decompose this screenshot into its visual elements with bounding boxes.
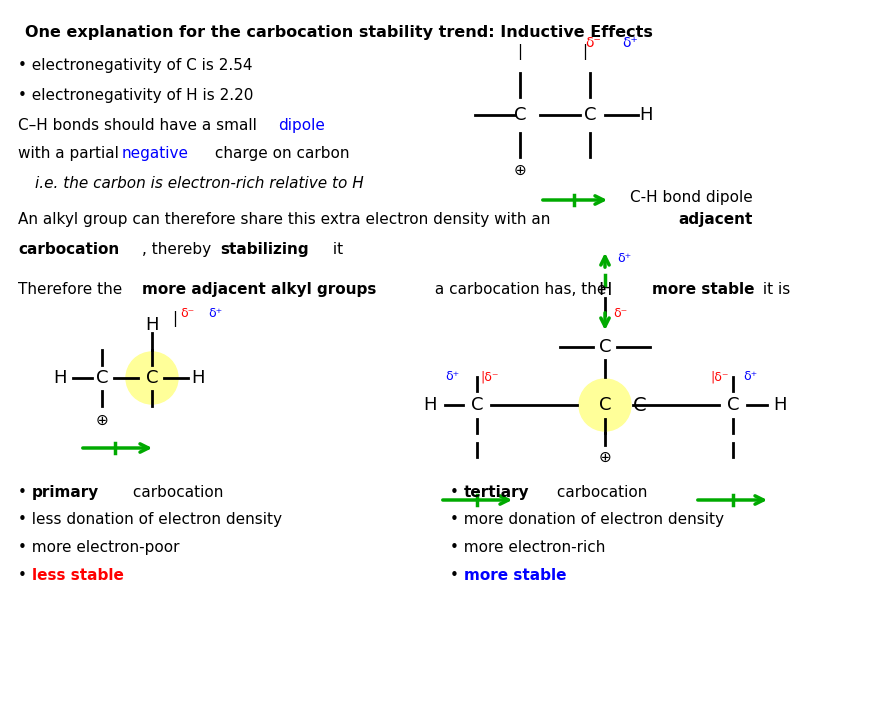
Text: |: | <box>172 311 178 327</box>
Text: δ⁺: δ⁺ <box>622 36 637 50</box>
Text: δ⁺: δ⁺ <box>743 370 758 383</box>
Text: stabilizing: stabilizing <box>220 242 309 257</box>
Text: Therefore the: Therefore the <box>18 282 127 297</box>
Ellipse shape <box>126 352 178 404</box>
Text: H: H <box>774 396 787 414</box>
Text: • electronegativity of H is 2.20: • electronegativity of H is 2.20 <box>18 88 254 103</box>
Text: a carbocation has, the: a carbocation has, the <box>430 282 611 297</box>
Text: C: C <box>598 338 611 356</box>
Text: it is: it is <box>758 282 790 297</box>
Text: •: • <box>450 568 464 583</box>
Text: C: C <box>146 369 158 387</box>
Text: primary: primary <box>32 485 99 500</box>
Text: ⊕: ⊕ <box>95 413 109 428</box>
Text: One explanation for the carbocation stability trend: Inductive Effects: One explanation for the carbocation stab… <box>25 25 653 40</box>
Text: δ⁺: δ⁺ <box>208 307 222 320</box>
Ellipse shape <box>579 379 631 431</box>
Text: • more electron-poor: • more electron-poor <box>18 540 179 555</box>
Text: more stable: more stable <box>652 282 755 297</box>
Text: δ⁻: δ⁻ <box>180 307 194 320</box>
Text: dipole: dipole <box>278 118 325 133</box>
Text: C: C <box>514 106 526 124</box>
Text: carbocation: carbocation <box>128 485 224 500</box>
Text: i.e. the carbon is electron-rich relative to H: i.e. the carbon is electron-rich relativ… <box>35 176 363 191</box>
Text: with a partial: with a partial <box>18 146 124 161</box>
Text: |: | <box>517 44 522 60</box>
Text: δ⁺: δ⁺ <box>617 252 631 265</box>
Text: δ⁺: δ⁺ <box>445 370 460 383</box>
Text: ⊕: ⊕ <box>514 163 526 178</box>
Text: C-H bond dipole: C-H bond dipole <box>630 189 753 204</box>
Text: H: H <box>639 106 652 124</box>
Text: • more donation of electron density: • more donation of electron density <box>450 512 724 527</box>
Text: |: | <box>583 44 588 60</box>
Text: H: H <box>145 316 159 334</box>
Text: • electronegativity of C is 2.54: • electronegativity of C is 2.54 <box>18 58 253 73</box>
Text: adjacent: adjacent <box>678 212 752 227</box>
Text: |δ⁻: |δ⁻ <box>480 370 499 383</box>
Text: δ⁻: δ⁻ <box>585 36 601 50</box>
Text: carbocation: carbocation <box>18 242 119 257</box>
Text: H: H <box>598 281 612 299</box>
Text: • less donation of electron density: • less donation of electron density <box>18 512 282 527</box>
Text: more stable: more stable <box>464 568 567 583</box>
Text: •: • <box>450 485 464 500</box>
Text: •: • <box>18 568 32 583</box>
Text: C: C <box>727 396 739 414</box>
Text: , thereby: , thereby <box>142 242 216 257</box>
Text: H: H <box>191 369 205 387</box>
Text: •: • <box>18 485 32 500</box>
Text: it: it <box>328 242 343 257</box>
Text: charge on carbon: charge on carbon <box>210 146 349 161</box>
Text: C: C <box>633 395 646 415</box>
Text: C: C <box>583 106 596 124</box>
Text: C: C <box>598 396 611 414</box>
Text: less stable: less stable <box>32 568 124 583</box>
Text: An alkyl group can therefore share this extra electron density with an: An alkyl group can therefore share this … <box>18 212 555 227</box>
Text: C: C <box>95 369 108 387</box>
Text: H: H <box>53 369 67 387</box>
Text: C: C <box>471 396 484 414</box>
Text: δ⁻: δ⁻ <box>613 307 628 320</box>
Text: H: H <box>423 396 437 414</box>
Text: • more electron-rich: • more electron-rich <box>450 540 606 555</box>
Text: more adjacent alkyl groups: more adjacent alkyl groups <box>142 282 377 297</box>
Text: carbocation: carbocation <box>552 485 647 500</box>
Text: C–H bonds should have a small: C–H bonds should have a small <box>18 118 262 133</box>
Text: |δ⁻: |δ⁻ <box>710 370 728 383</box>
Text: negative: negative <box>122 146 189 161</box>
Text: tertiary: tertiary <box>464 485 530 500</box>
Text: ⊕: ⊕ <box>598 449 612 464</box>
